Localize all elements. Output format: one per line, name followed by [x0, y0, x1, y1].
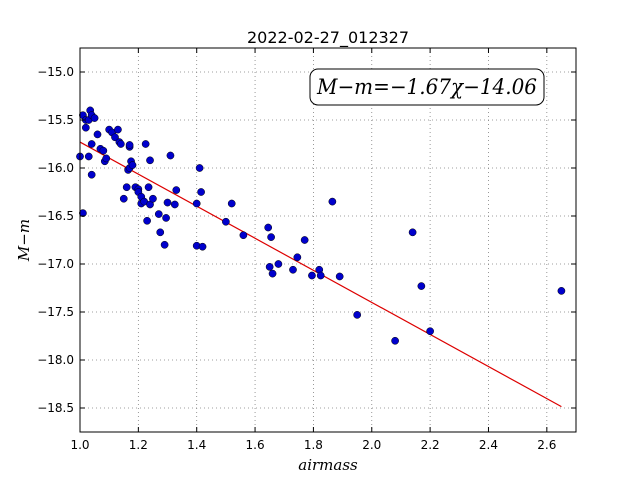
- y-tick-label: −17.0: [37, 257, 74, 271]
- grid: [79, 48, 576, 432]
- fit-equation-box: M−m=−1.67χ−14.06: [309, 68, 545, 106]
- y-tick-label: −15.0: [37, 65, 74, 79]
- data-point: [79, 209, 87, 217]
- data-point: [141, 140, 150, 148]
- y-tick-label: −15.5: [37, 113, 74, 127]
- data-point: [160, 240, 169, 249]
- data-point: [90, 114, 99, 122]
- data-point: [227, 199, 236, 208]
- data-point: [268, 269, 277, 278]
- y-axis-label: M−m: [15, 219, 33, 262]
- data-point: [335, 272, 344, 281]
- data-point: [197, 188, 205, 196]
- data-point: [408, 228, 417, 237]
- y-tick-label: −16.5: [37, 209, 74, 223]
- data-point: [417, 282, 426, 290]
- data-point: [84, 152, 93, 161]
- data-point: [289, 265, 297, 274]
- data-point: [170, 200, 179, 209]
- y-tick-label: −17.5: [37, 305, 74, 319]
- x-tick-labels: 1.0 1.2 1.4 1.6 1.8 2.0 2.2 2.4 2.6: [70, 438, 556, 452]
- data-point: [119, 194, 128, 203]
- x-tick-label: 1.0: [70, 438, 89, 452]
- data-point: [353, 311, 362, 319]
- plot-frame: [79, 47, 577, 433]
- data-point: [163, 198, 172, 207]
- data-point: [274, 260, 283, 268]
- data-point: [99, 146, 108, 155]
- data-point: [93, 130, 102, 139]
- data-point: [149, 194, 157, 203]
- data-point: [265, 263, 274, 271]
- data-point: [426, 327, 434, 336]
- axis-ticks: [79, 48, 576, 432]
- data-point: [222, 217, 230, 226]
- data-point: [102, 154, 111, 163]
- data-points: [76, 106, 566, 345]
- data-point: [198, 242, 207, 251]
- data-point: [144, 183, 153, 192]
- x-tick-label: 1.6: [246, 438, 265, 452]
- y-tick-label: −18.5: [37, 401, 74, 415]
- data-point: [116, 140, 125, 148]
- data-point: [172, 186, 181, 194]
- data-point: [122, 183, 131, 192]
- x-tick-label: 2.2: [421, 438, 440, 452]
- data-point: [146, 156, 154, 165]
- x-tick-label: 1.8: [304, 438, 323, 452]
- data-point: [143, 216, 151, 225]
- data-point: [162, 214, 170, 222]
- data-point: [192, 199, 201, 208]
- y-tick-labels: −15.0 −15.5 −16.0 −16.5 −17.0 −17.5 −18.0 −18.5: [37, 65, 74, 415]
- x-tick-label: 1.4: [187, 438, 206, 452]
- data-point: [125, 141, 134, 149]
- data-point: [239, 231, 248, 240]
- data-point: [391, 336, 399, 345]
- data-point: [195, 164, 204, 172]
- fit-equation-frame: [309, 68, 545, 106]
- data-point: [128, 161, 137, 169]
- data-point: [557, 287, 566, 295]
- data-point: [114, 125, 122, 134]
- x-tick-label: 2.0: [362, 438, 381, 452]
- x-axis-label: airmass: [298, 456, 358, 474]
- data-point: [300, 236, 309, 244]
- data-point: [87, 170, 96, 179]
- data-point: [166, 151, 175, 160]
- data-point: [308, 271, 316, 280]
- fit-equation: M−m=−1.67χ−14.06: [316, 75, 537, 99]
- data-point: [111, 133, 119, 142]
- y-tick-label: −16.0: [37, 161, 74, 175]
- x-tick-label: 2.6: [537, 438, 556, 452]
- data-point: [293, 253, 302, 262]
- data-point: [316, 271, 325, 280]
- x-tick-label: 2.4: [479, 438, 498, 452]
- data-point: [81, 123, 90, 132]
- data-point: [267, 233, 275, 241]
- x-tick-label: 1.2: [129, 438, 148, 452]
- data-point: [87, 140, 96, 148]
- data-point: [328, 197, 337, 206]
- data-point: [264, 223, 273, 232]
- data-point: [156, 228, 165, 237]
- data-point: [154, 210, 163, 218]
- y-tick-label: −18.0: [37, 353, 74, 367]
- chart-title: 2022-02-27_012327: [247, 28, 409, 48]
